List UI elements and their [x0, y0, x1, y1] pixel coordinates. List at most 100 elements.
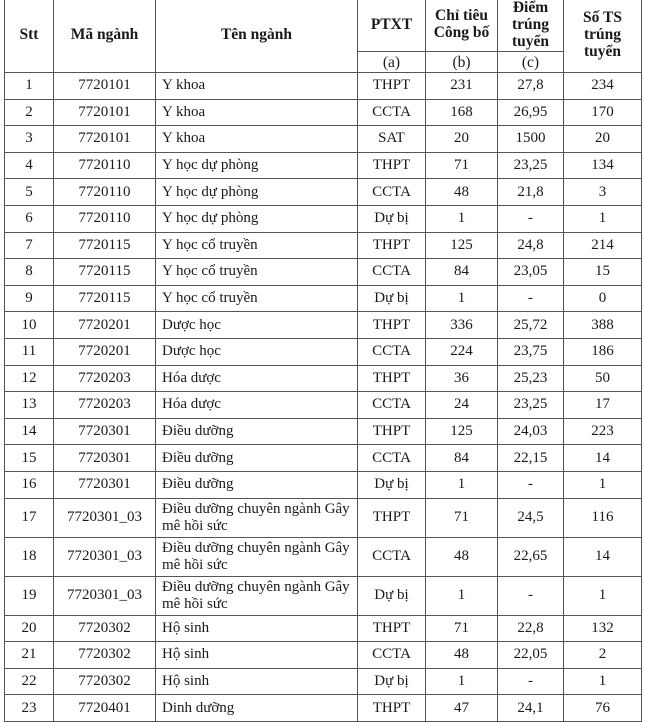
cell-ten-nganh: Y khoa: [155, 125, 358, 153]
cell-ten-nganh: Y khoa: [155, 72, 358, 100]
table-row: 11 7720201 Dược học CCTA 224 23,75 186: [4, 337, 642, 366]
cell-stt: 18: [4, 536, 54, 577]
cell-so-ts: 14: [563, 536, 642, 577]
cell-ten-nganh: Điều dưỡng: [155, 470, 358, 499]
cell-diem: -: [497, 284, 564, 313]
header-diem: Điểm trúng tuyển: [497, 0, 564, 52]
table-row: 17 7720301_03 Điều dưỡng chuyên ngành Gây …: [4, 497, 642, 538]
cell-diem: 27,8: [497, 72, 564, 100]
cell-ptxt: THPT: [357, 231, 426, 260]
cell-chi-tieu: 1: [425, 575, 498, 616]
cell-ten-nganh: Y học dự phòng: [155, 204, 358, 233]
cell-chi-tieu: 24: [425, 391, 498, 419]
cell-so-ts: 50: [563, 364, 642, 393]
cell-chi-tieu: 84: [425, 444, 498, 472]
table-row: 18 7720301_03 Điều dưỡng chuyên ngành Gây …: [4, 536, 642, 577]
cell-stt: 6: [4, 204, 54, 233]
cell-chi-tieu: 231: [425, 72, 498, 100]
cell-stt: 21: [4, 641, 54, 669]
cell-diem: -: [497, 667, 564, 696]
table-row: 12 7720203 Hóa dược THPT 36 25,23 50: [4, 364, 642, 393]
cell-diem: 22,65: [497, 536, 564, 577]
table-row: 13 7720203 Hóa dược CCTA 24 23,25 17: [4, 391, 642, 419]
header-ptxt: PTXT: [357, 0, 426, 52]
cell-ptxt: Dự bị: [357, 575, 426, 616]
table-row: 19 7720301_03 Điều dưỡng chuyên ngành Gây …: [4, 575, 642, 616]
admission-scores-table: Stt Mã ngành Tên ngành PTXT Chỉ tiêu Côn…: [4, 0, 642, 722]
cell-so-ts: 170: [563, 98, 642, 127]
cell-diem: 23,25: [497, 391, 564, 419]
cell-ptxt: CCTA: [357, 98, 426, 127]
cell-ma-nganh: 7720301_03: [53, 536, 156, 577]
cell-ten-nganh: Điều dưỡng chuyên ngành Gây mê hồi sức: [155, 497, 358, 538]
cell-stt: 11: [4, 337, 54, 366]
cell-ma-nganh: 7720110: [53, 151, 156, 180]
cell-so-ts: 234: [563, 72, 642, 100]
cell-chi-tieu: 36: [425, 364, 498, 393]
cell-ma-nganh: 7720115: [53, 231, 156, 260]
cell-chi-tieu: 336: [425, 311, 498, 339]
cell-chi-tieu: 1: [425, 284, 498, 313]
cell-chi-tieu: 47: [425, 694, 498, 722]
table-row: 23 7720401 Dinh dưỡng THPT 47 24,1 76: [4, 694, 642, 722]
cell-diem: 26,95: [497, 98, 564, 127]
cell-ten-nganh: Hộ sinh: [155, 667, 358, 696]
cell-so-ts: 76: [563, 694, 642, 722]
cell-ma-nganh: 7720302: [53, 641, 156, 669]
cell-ptxt: THPT: [357, 311, 426, 339]
cell-so-ts: 1: [563, 204, 642, 233]
header-so-ts: Số TS trúng tuyển: [563, 0, 642, 73]
cell-stt: 10: [4, 311, 54, 339]
cell-so-ts: 20: [563, 125, 642, 153]
cell-ptxt: THPT: [357, 72, 426, 100]
table-row: 7 7720115 Y học cổ truyền THPT 125 24,8 214: [4, 231, 642, 260]
cell-diem: -: [497, 470, 564, 499]
header-sub-a: (a): [357, 51, 426, 73]
cell-diem: 21,8: [497, 178, 564, 206]
cell-ptxt: CCTA: [357, 536, 426, 577]
cell-diem: 23,75: [497, 337, 564, 366]
cell-diem: 24,03: [497, 417, 564, 446]
cell-stt: 22: [4, 667, 54, 696]
table-body: 1 7720101 Y khoa THPT 231 27,8 234 2 7720101 Y kh…: [4, 72, 642, 722]
cell-ptxt: THPT: [357, 151, 426, 180]
cell-ma-nganh: 7720101: [53, 72, 156, 100]
cell-diem: 24,5: [497, 497, 564, 538]
cell-ten-nganh: Hộ sinh: [155, 641, 358, 669]
cell-chi-tieu: 48: [425, 641, 498, 669]
cell-so-ts: 1: [563, 575, 642, 616]
cell-ten-nganh: Y học cổ truyền: [155, 284, 358, 313]
cell-stt: 16: [4, 470, 54, 499]
cell-stt: 5: [4, 178, 54, 206]
table-row: 3 7720101 Y khoa SAT 20 1500 20: [4, 125, 642, 153]
table-row: 6 7720110 Y học dự phòng Dự bị 1-1: [4, 204, 642, 233]
cell-diem: -: [497, 204, 564, 233]
cell-ten-nganh: Y học cổ truyền: [155, 258, 358, 286]
cell-ptxt: THPT: [357, 364, 426, 393]
cell-ptxt: CCTA: [357, 444, 426, 472]
cell-ptxt: CCTA: [357, 258, 426, 286]
cell-stt: 17: [4, 497, 54, 538]
cell-stt: 15: [4, 444, 54, 472]
cell-so-ts: 388: [563, 311, 642, 339]
cell-chi-tieu: 71: [425, 151, 498, 180]
cell-so-ts: 214: [563, 231, 642, 260]
cell-so-ts: 134: [563, 151, 642, 180]
cell-ma-nganh: 7720110: [53, 204, 156, 233]
cell-diem: 25,23: [497, 364, 564, 393]
cell-ma-nganh: 7720401: [53, 694, 156, 722]
cell-ptxt: THPT: [357, 497, 426, 538]
table-row: 4 7720110 Y học dự phòng THPT 71 23,25 134: [4, 151, 642, 180]
cell-ten-nganh: Điều dưỡng: [155, 417, 358, 446]
cell-ptxt: THPT: [357, 694, 426, 722]
table-row: 15 7720301 Điều dưỡng CCTA 84 22,15 14: [4, 444, 642, 472]
cell-ma-nganh: 7720115: [53, 284, 156, 313]
cell-so-ts: 14: [563, 444, 642, 472]
cell-stt: 19: [4, 575, 54, 616]
table-row: 5 7720110 Y học dự phòng CCTA 48 21,8 3: [4, 178, 642, 206]
cell-chi-tieu: 125: [425, 417, 498, 446]
table-row: 21 7720302 Hộ sinh CCTA 48 22,05 2: [4, 641, 642, 669]
cell-so-ts: 116: [563, 497, 642, 538]
table-row: 14 7720301 Điều dưỡng THPT 125 24,03 223: [4, 417, 642, 446]
cell-stt: 8: [4, 258, 54, 286]
